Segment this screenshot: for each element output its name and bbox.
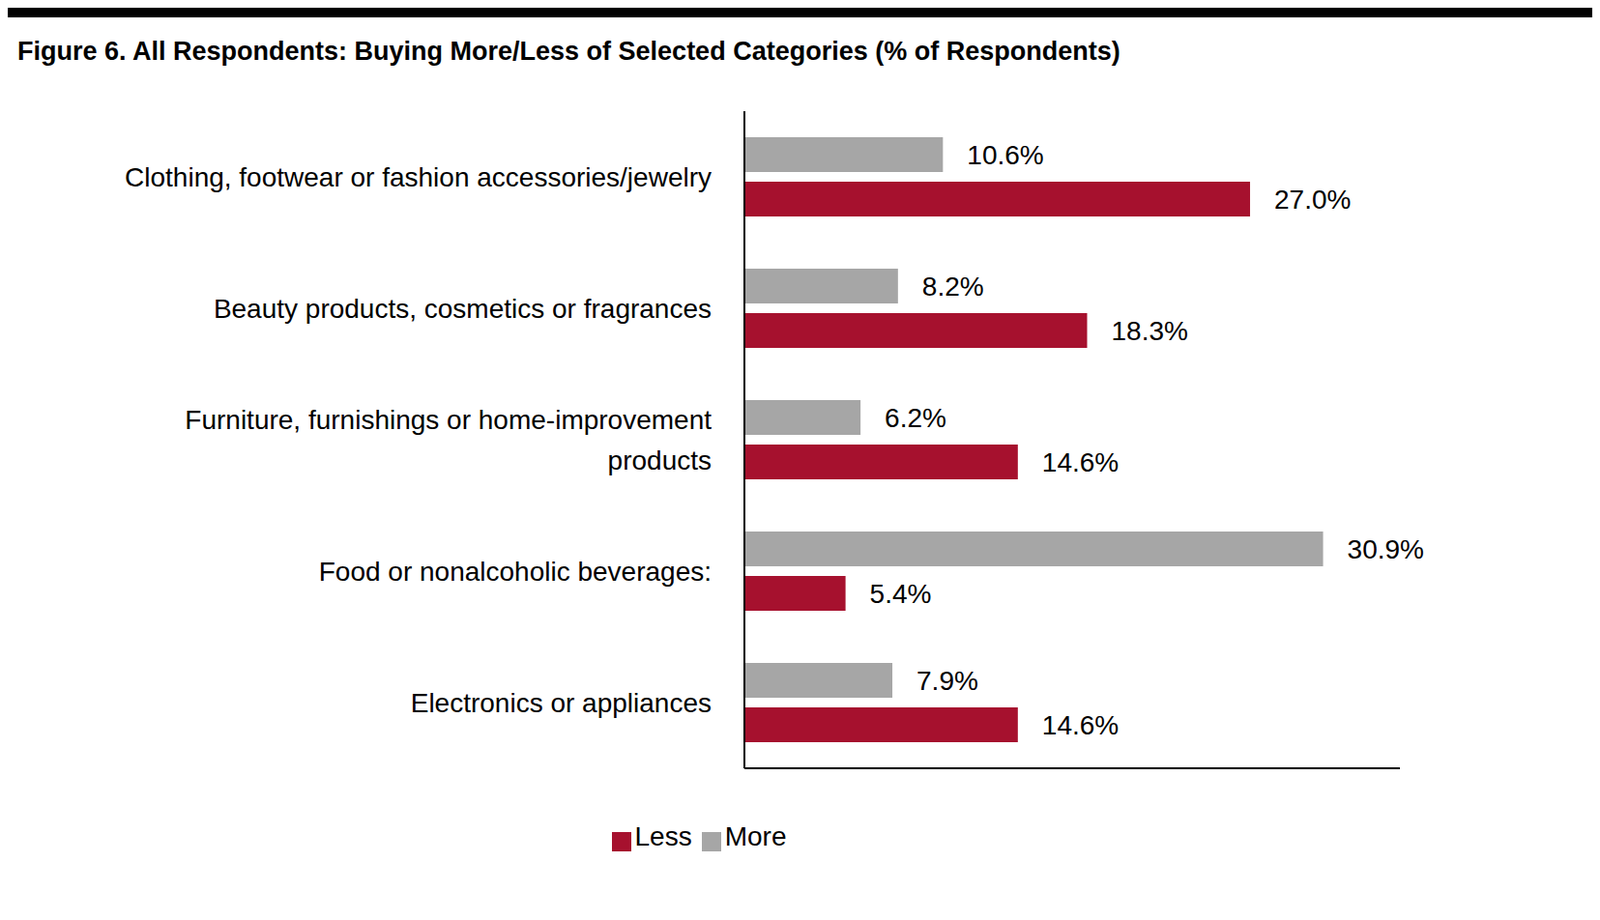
svg-text:6.2%: 6.2% [884, 403, 947, 434]
svg-text:27.0%: 27.0% [1274, 184, 1351, 215]
svg-text:14.6%: 14.6% [1042, 447, 1119, 478]
svg-text:10.6%: 10.6% [966, 140, 1044, 171]
svg-text:Clothing, footwear or fashion: Clothing, footwear or fashion accessorie… [124, 162, 712, 193]
svg-text:Furniture, furnishings or home: Furniture, furnishings or home-improveme… [184, 405, 712, 476]
html-text:More: More [724, 821, 787, 852]
svg-text:Food or nonalcoholic beverages: Food or nonalcoholic beverages: [319, 556, 712, 587]
html-text:Less: Less [634, 821, 692, 852]
svg-text:18.3%: 18.3% [1110, 316, 1188, 347]
svg-text:5.4%: 5.4% [870, 579, 932, 610]
html-text:Figure 6. All Respondents: Buy: Figure 6. All Respondents: Buying More/L… [17, 36, 1121, 66]
svg-text:14.6%: 14.6% [1042, 710, 1119, 741]
svg-text:8.2%: 8.2% [922, 271, 985, 302]
svg-text:30.9%: 30.9% [1347, 534, 1425, 565]
svg-text:Electronics or appliances: Electronics or appliances [410, 688, 712, 719]
svg-text:7.9%: 7.9% [916, 666, 979, 697]
svg-text:Beauty products, cosmetics or: Beauty products, cosmetics or fragrances [213, 293, 712, 324]
